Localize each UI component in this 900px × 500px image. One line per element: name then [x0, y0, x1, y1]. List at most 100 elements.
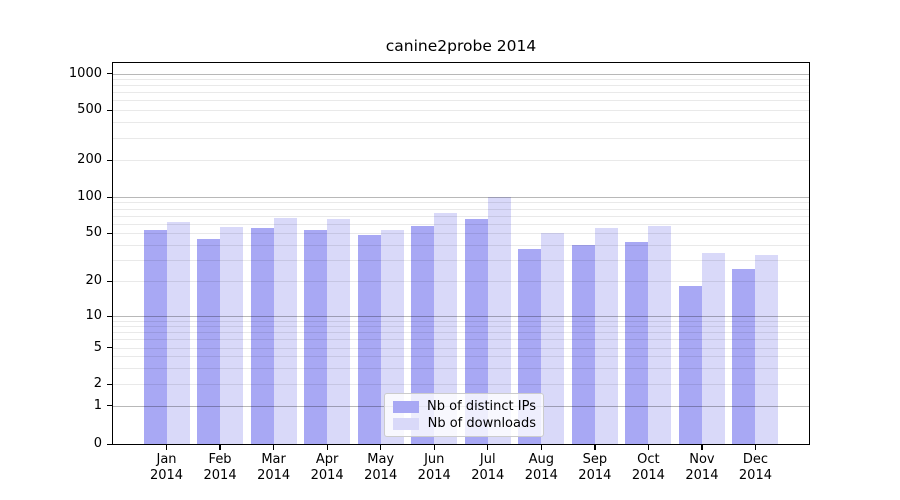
bar-downloads-dec — [755, 254, 779, 444]
grid-line-minor — [113, 110, 809, 111]
grid-line-minor — [113, 384, 809, 385]
bar-downloads-jun — [434, 213, 458, 444]
y-tick-label: 0 — [93, 436, 102, 451]
bar-downloads-aug — [541, 233, 565, 444]
grid-line-minor — [113, 202, 809, 204]
y-tick-mark — [107, 347, 112, 349]
x-tick-label: Mar 2014 — [257, 452, 291, 483]
bars-layer — [113, 63, 809, 444]
x-tick-label: Dec 2014 — [738, 452, 772, 483]
y-tick-label: 10 — [85, 308, 102, 323]
grid-line-minor — [113, 100, 809, 102]
bar-downloads-feb — [220, 227, 244, 444]
bar-downloads-jan — [166, 221, 190, 444]
bar-downloads-jul — [487, 197, 511, 444]
bar-downloads-may — [380, 229, 404, 444]
bar-distinct-ips-apr — [304, 229, 328, 444]
grid-line-minor — [113, 244, 809, 246]
gridlines-layer — [113, 63, 809, 444]
x-tick-mark — [165, 445, 168, 450]
grid-line-major — [113, 316, 809, 317]
legend-label-downloads: Nb of downloads — [427, 416, 536, 431]
y-tick-mark — [107, 315, 112, 317]
grid-line-minor — [113, 339, 809, 341]
y-tick-label: 2 — [93, 376, 102, 391]
grid-line-minor — [113, 223, 809, 225]
grid-line-minor — [113, 332, 809, 334]
grid-line-minor — [113, 208, 809, 210]
y-tick-label: 20 — [85, 273, 102, 288]
x-tick-mark — [647, 445, 650, 450]
x-tick-label: Aug 2014 — [524, 452, 558, 483]
grid-line-minor — [113, 356, 809, 358]
y-tick-mark — [107, 109, 112, 111]
bar-distinct-ips-nov — [678, 286, 702, 444]
grid-line-minor — [113, 320, 809, 322]
y-tick-label: 1000 — [68, 65, 102, 81]
bar-distinct-ips-oct — [625, 242, 649, 444]
y-tick-mark — [107, 196, 112, 198]
y-tick-mark — [107, 232, 112, 234]
legend-swatch-distinct-ips — [393, 401, 419, 413]
grid-line-minor — [113, 122, 809, 124]
x-tick-label: Oct 2014 — [631, 452, 665, 483]
bar-downloads-mar — [273, 217, 297, 444]
bar-distinct-ips-jul — [464, 218, 488, 444]
y-tick-mark — [107, 159, 112, 161]
bar-distinct-ips-jun — [411, 226, 435, 444]
x-tick-mark — [487, 445, 489, 450]
legend: Nb of distinct IPs Nb of downloads — [384, 393, 544, 437]
y-tick-label: 1 — [93, 397, 102, 413]
legend-swatch-downloads — [393, 418, 419, 430]
y-tick-label: 5 — [93, 339, 102, 355]
bar-distinct-ips-sep — [571, 244, 595, 444]
bar-downloads-oct — [648, 226, 672, 444]
x-tick-mark — [754, 445, 757, 450]
x-tick-mark — [433, 445, 435, 450]
grid-line-minor — [113, 137, 809, 139]
chart-title: canine2probe 2014 — [385, 37, 537, 55]
bar-distinct-ips-feb — [197, 238, 221, 444]
legend-item-distinct-ips: Nb of distinct IPs — [393, 399, 536, 415]
y-tick-mark — [107, 443, 112, 445]
x-tick-label: Feb 2014 — [203, 452, 237, 483]
y-tick-label: 100 — [77, 189, 102, 204]
x-tick-mark — [273, 445, 275, 450]
y-tick-mark — [107, 383, 112, 385]
grid-line-minor — [113, 233, 809, 234]
x-tick-mark — [540, 445, 542, 450]
grid-line-minor — [113, 326, 809, 328]
y-tick-mark — [107, 280, 112, 282]
y-tick-label: 200 — [77, 152, 102, 167]
x-tick-mark — [701, 445, 703, 450]
y-tick-mark — [107, 405, 112, 407]
bar-distinct-ips-mar — [250, 228, 274, 444]
grid-line-minor — [113, 215, 809, 217]
grid-line-major — [113, 197, 809, 198]
bar-downloads-sep — [594, 228, 618, 444]
x-tick-label: Apr 2014 — [310, 452, 344, 483]
grid-line-minor — [113, 79, 809, 81]
grid-line-minor — [113, 85, 809, 87]
plot-area: Nb of distinct IPs Nb of downloads — [112, 62, 810, 445]
x-tick-label: Nov 2014 — [685, 452, 719, 483]
grid-line-minor — [113, 160, 809, 161]
grid-line-minor — [113, 347, 809, 349]
y-tick-label: 50 — [85, 225, 102, 240]
legend-item-downloads: Nb of downloads — [393, 416, 536, 432]
y-tick-label: 500 — [77, 102, 102, 117]
bar-downloads-nov — [701, 253, 725, 444]
grid-line-minor — [113, 92, 809, 94]
bar-downloads-apr — [327, 219, 351, 444]
x-tick-mark — [380, 445, 382, 450]
x-tick-label: Jan 2014 — [149, 452, 184, 483]
x-tick-mark — [594, 445, 596, 450]
x-tick-mark — [326, 445, 328, 450]
bar-distinct-ips-jan — [143, 229, 167, 444]
bar-distinct-ips-may — [357, 235, 381, 444]
grid-line-major — [113, 73, 809, 75]
legend-label-distinct-ips: Nb of distinct IPs — [427, 399, 536, 414]
grid-line-minor — [113, 281, 809, 282]
grid-line-minor — [113, 367, 809, 369]
y-tick-mark — [107, 73, 112, 75]
